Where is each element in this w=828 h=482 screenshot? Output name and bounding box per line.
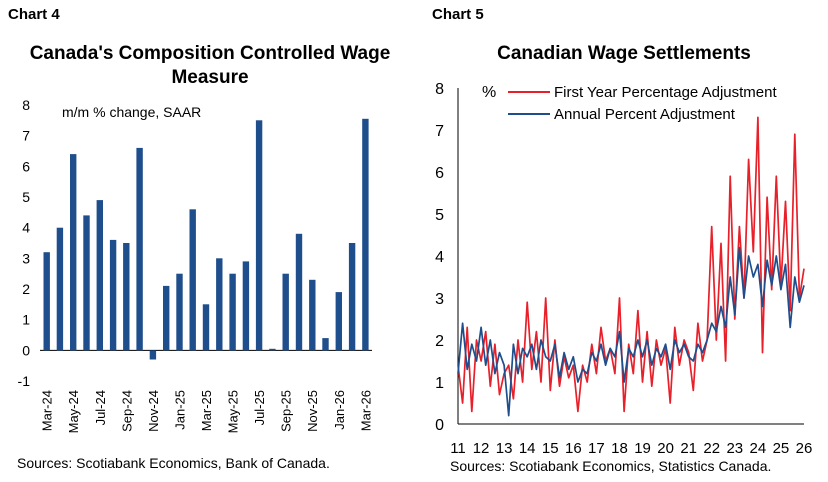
bar-Nov-24 (149, 350, 157, 360)
bar-Mar-24 (43, 252, 50, 351)
bar-Aug-24 (109, 239, 117, 351)
y-tick-label: 0 (22, 342, 30, 358)
x-tick-label: Mar-26 (358, 390, 373, 431)
legend-label: First Year Percentage Adjustment (554, 84, 777, 101)
chart-title: Canada's Composition Controlled Wage Mea… (29, 43, 391, 88)
y-tick-label: 3 (22, 250, 30, 266)
y-tick-label: -1 (18, 373, 31, 389)
bar-Sep-25 (282, 273, 289, 351)
y-axis-unit: % (482, 84, 496, 101)
bar-Dec-25 (322, 338, 329, 351)
bar-Mar-25 (202, 304, 210, 351)
bar-Feb-26 (348, 243, 356, 351)
y-tick-label: 2 (22, 281, 30, 297)
x-tick-label: Jul-25 (252, 390, 267, 425)
x-tick-label: 17 (588, 440, 605, 457)
bar-Nov-25 (309, 279, 316, 351)
y-tick-label: 0 (435, 417, 444, 434)
bar-Feb-25 (189, 209, 196, 351)
y-tick-label: 7 (22, 128, 30, 144)
x-tick-label: 14 (519, 440, 536, 457)
x-tick-label: Jan-25 (172, 390, 187, 430)
bar-Sep-24 (123, 243, 130, 351)
x-tick-label: Mar-24 (40, 390, 55, 431)
series-line-first-year (457, 116, 805, 413)
bar-May-24 (70, 154, 77, 351)
y-tick-label: 7 (435, 123, 444, 140)
x-tick-label: 19 (634, 440, 651, 457)
x-tick-label: Jan-26 (332, 390, 347, 430)
x-tick-label: Sep-25 (279, 390, 294, 432)
source-note: Sources: Scotiabank Economics, Statistic… (450, 458, 772, 474)
y-tick-label: 4 (435, 249, 444, 266)
bar-Aug-25 (269, 348, 276, 351)
bar-Jan-26 (335, 292, 342, 351)
x-tick-label: 21 (680, 440, 697, 457)
x-tick-label: May-24 (66, 390, 81, 433)
y-tick-label: 2 (435, 333, 444, 350)
x-tick-label: 18 (611, 440, 628, 457)
x-tick-label: 12 (473, 440, 490, 457)
bar-Apr-25 (216, 258, 223, 351)
x-tick-label: 11 (450, 440, 466, 457)
chart5-panel: Chart 5 Canadian Wage Settlements 8 7 6 5 4 3… (414, 0, 828, 482)
y-tick-label: 4 (22, 220, 30, 236)
x-tick-label: 23 (726, 440, 743, 457)
series-line-annual (457, 246, 805, 417)
chart-label: Chart 4 (8, 6, 60, 23)
y-tick-label: 5 (435, 207, 444, 224)
bar-Jul-24 (96, 200, 103, 351)
chart-label: Chart 5 (432, 6, 484, 23)
bar-Oct-24 (136, 147, 143, 351)
bar-May-25 (229, 273, 236, 351)
bar-Mar-26 (362, 118, 369, 351)
x-tick-label: Jul-24 (93, 390, 108, 425)
chart4-panel: Chart 4 Canada's Composition Controlled … (8, 6, 391, 471)
chart-title: Canadian Wage Settlements (497, 43, 751, 64)
x-tick-label: 13 (496, 440, 513, 457)
y-tick-label: 1 (435, 375, 444, 392)
x-tick-label: 20 (657, 440, 674, 457)
x-tick-label: May-25 (226, 390, 241, 433)
y-tick-label: 8 (22, 97, 30, 113)
bar-chart: 8 7 6 5 4 3 2 1 0 -1 m/m % change, SAAR Mar-24 May-2… (18, 97, 374, 433)
x-tick-label: Nov-24 (146, 390, 161, 432)
y-tick-label: 8 (435, 81, 444, 98)
unit-label: m/m % change, SAAR (62, 104, 201, 120)
x-tick-label: Mar-25 (199, 390, 214, 431)
bar-Jun-25 (242, 261, 250, 351)
x-tick-label: 16 (565, 440, 582, 457)
x-tick-label: Sep-24 (119, 390, 134, 432)
y-tick-label: 3 (435, 291, 444, 308)
x-tick-label: 15 (542, 440, 559, 457)
legend-label: Annual Percent Adjustment (554, 106, 736, 123)
bar-Oct-25 (295, 233, 303, 351)
x-tick-label: 24 (750, 440, 767, 457)
y-tick-label: 6 (435, 165, 444, 182)
x-tick-label: 25 (773, 440, 790, 457)
bar-Jun-24 (83, 215, 90, 351)
bar-Apr-24 (56, 227, 64, 351)
x-tick-label: Nov-25 (305, 390, 320, 432)
y-tick-label: 6 (22, 158, 30, 174)
x-tick-label: 26 (796, 440, 813, 457)
source-note: Sources: Scotiabank Economics, Bank of C… (17, 455, 330, 471)
bar-Jan-25 (176, 273, 183, 351)
bar-Jul-25 (255, 120, 263, 351)
x-tick-label: 22 (703, 440, 720, 457)
y-tick-label: 1 (22, 312, 30, 328)
bar-Dec-24 (163, 285, 170, 351)
y-tick-label: 5 (22, 189, 30, 205)
